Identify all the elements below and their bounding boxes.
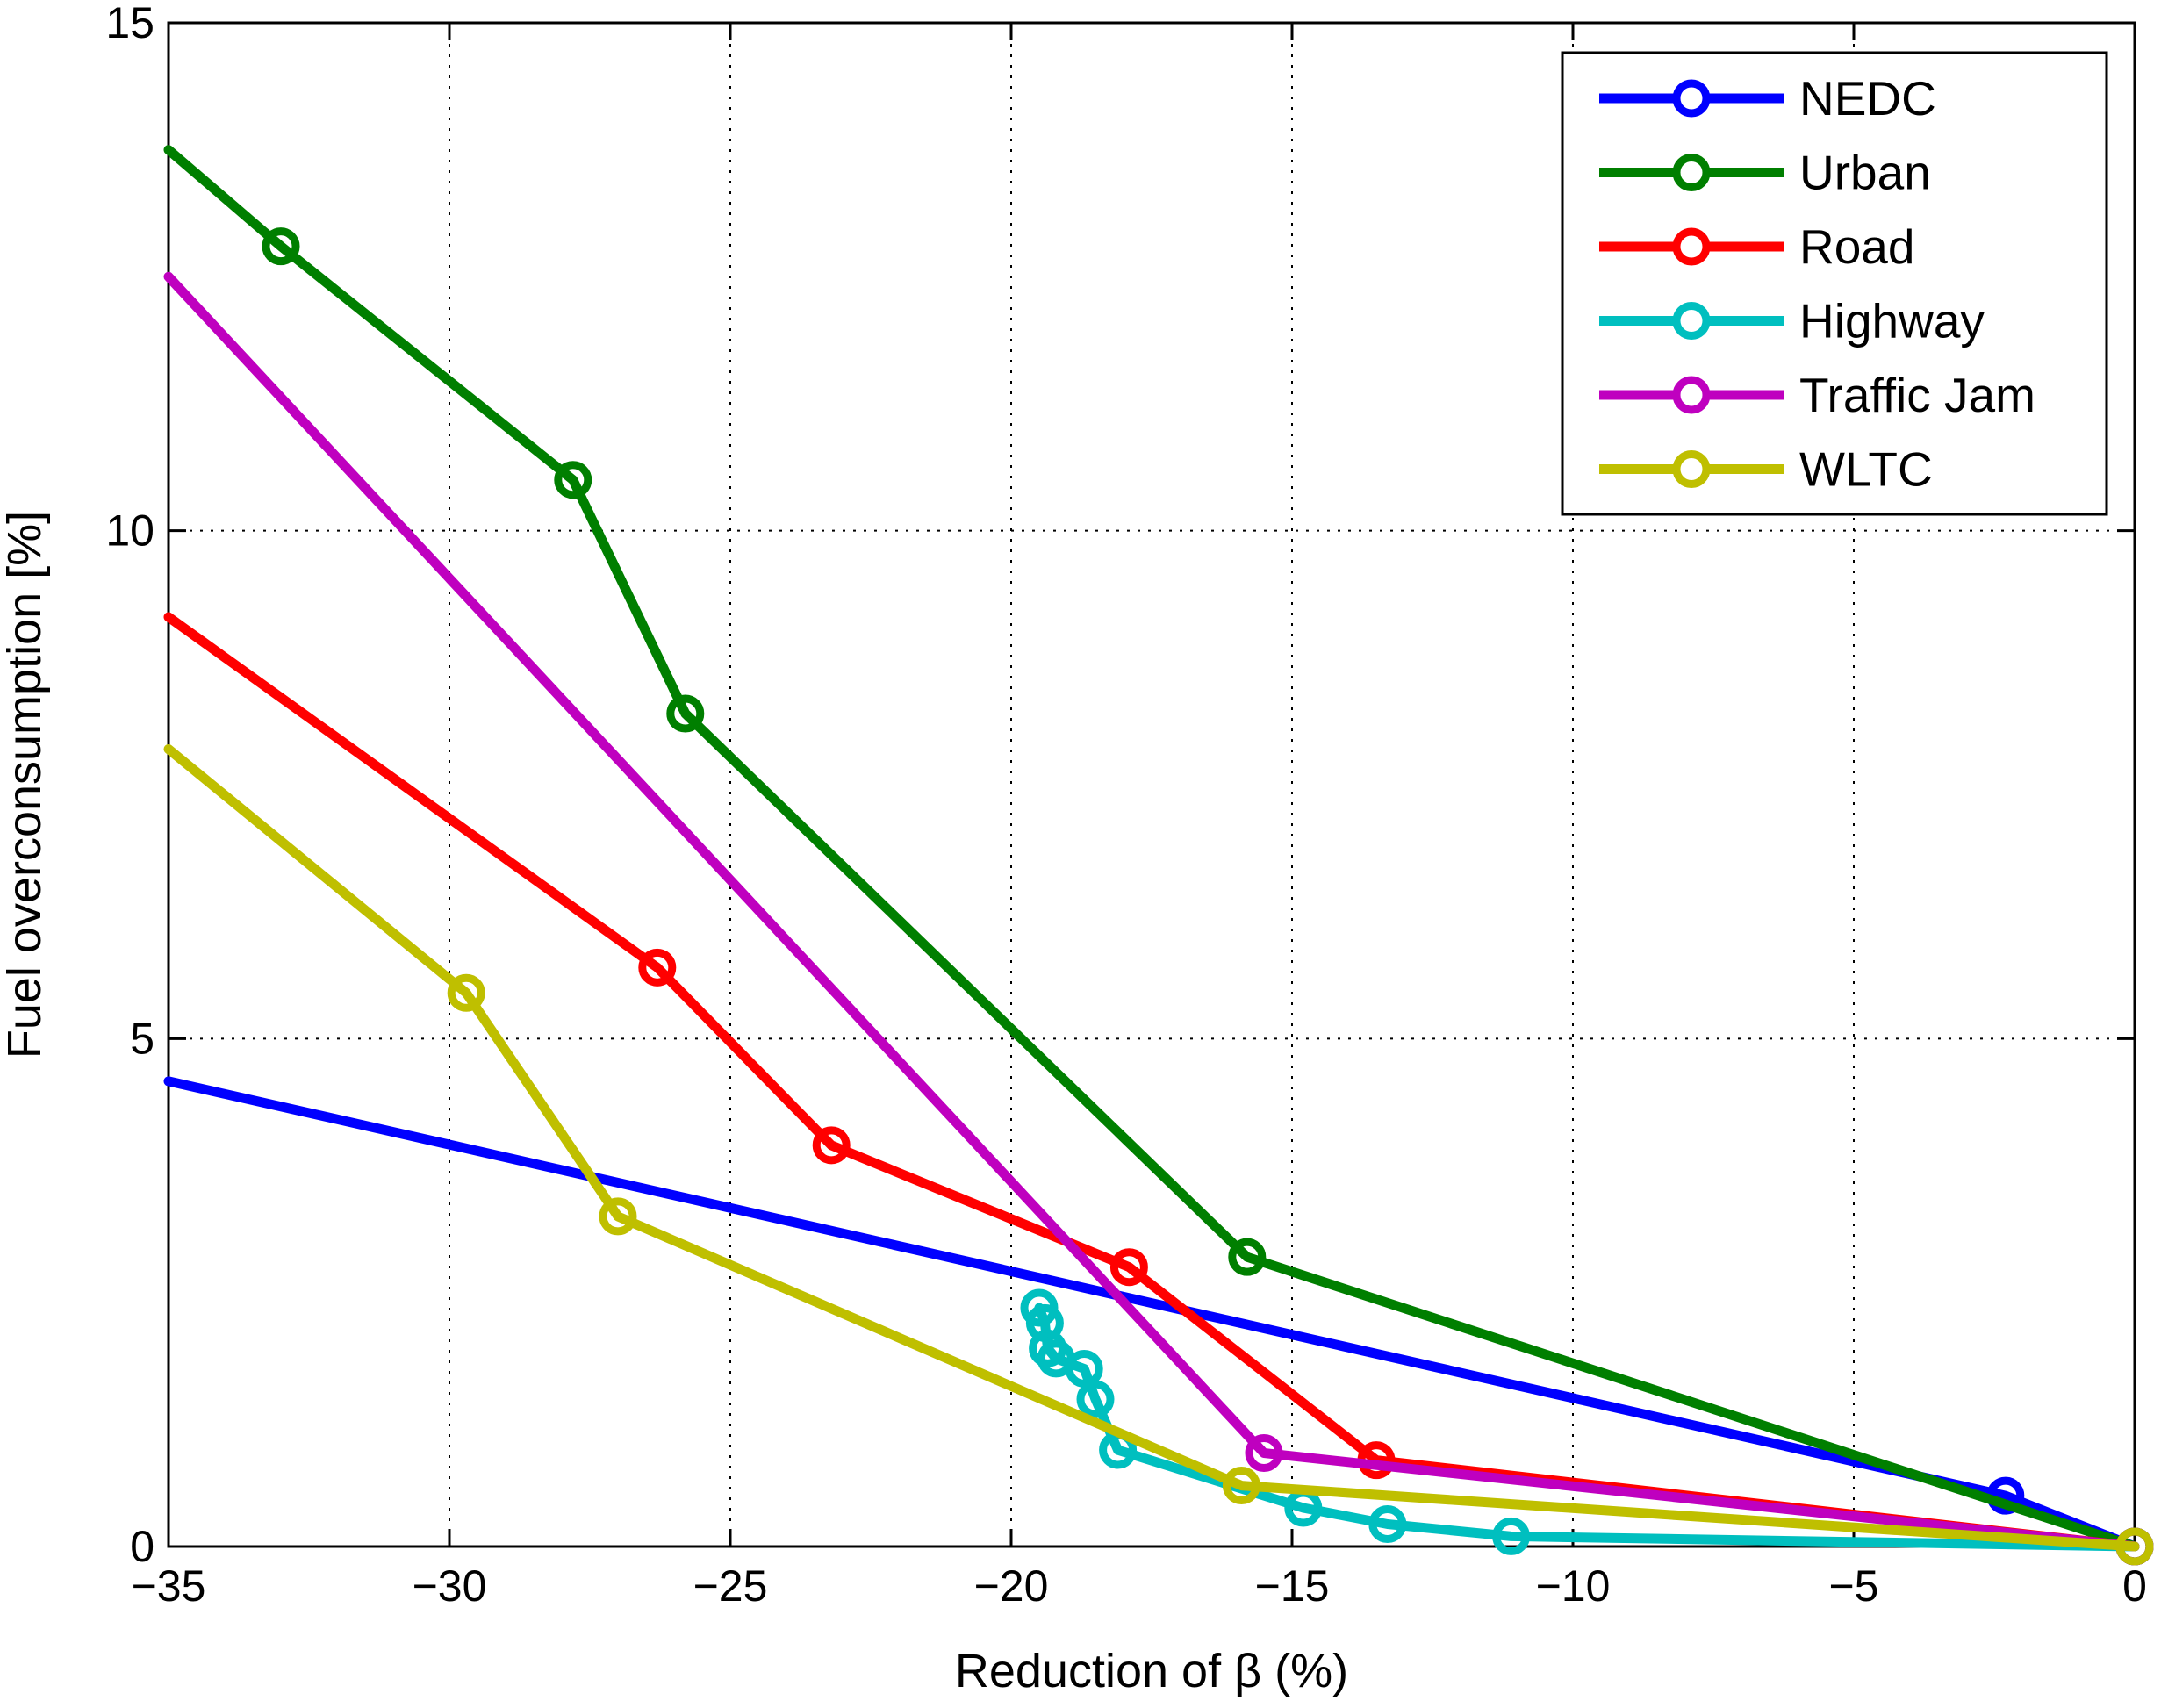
- x-tick-label: −25: [693, 1561, 768, 1611]
- data-point-urban: [554, 461, 592, 499]
- legend-swatch-marker: [1672, 79, 1711, 118]
- legend-item-nedc: NEDC: [1599, 71, 1936, 126]
- data-point-wltc: [447, 973, 485, 1012]
- y-tick-label: 5: [130, 1014, 154, 1063]
- legend-label: Urban: [1799, 146, 1931, 200]
- data-point-urban: [1228, 1238, 1267, 1276]
- y-tick-label: 0: [130, 1522, 154, 1571]
- x-tick-label: −20: [974, 1561, 1049, 1611]
- legend-swatch-marker: [1672, 450, 1711, 488]
- legend-swatch-marker: [1672, 227, 1711, 266]
- legend-swatch-marker: [1672, 376, 1711, 414]
- legend-label: WLTC: [1799, 442, 1933, 497]
- data-point-urban: [262, 227, 300, 266]
- data-point-wltc: [1222, 1467, 1260, 1505]
- data-point-highway: [1368, 1505, 1407, 1544]
- data-point-highway: [1025, 1303, 1064, 1342]
- legend-item-traffic-jam: Traffic Jam: [1599, 368, 2035, 422]
- legend-box: [1561, 51, 2108, 516]
- series-line-wltc: [163, 744, 2140, 1552]
- legend-item-highway: Highway: [1599, 294, 1985, 348]
- data-point-road: [638, 948, 677, 987]
- series-layer: [163, 145, 2154, 1566]
- series-line-traffic-jam: [163, 271, 2140, 1552]
- data-point-road: [1109, 1248, 1148, 1287]
- y-axis-label: Fuel overconsumption [%]: [0, 511, 51, 1059]
- data-point-wltc: [2115, 1527, 2154, 1566]
- legend-swatch-marker: [1672, 302, 1711, 340]
- data-point-urban: [666, 694, 705, 733]
- x-tick-label: −35: [132, 1561, 206, 1611]
- data-point-highway: [1492, 1517, 1531, 1555]
- y-tick-label: 10: [105, 506, 154, 556]
- data-point-road: [812, 1126, 851, 1165]
- legend-item-wltc: WLTC: [1599, 442, 1933, 497]
- x-tick-label: −10: [1536, 1561, 1611, 1611]
- data-point-highway: [1065, 1349, 1103, 1388]
- legend-item-urban: Urban: [1599, 146, 1931, 200]
- series-line-urban: [163, 145, 2140, 1552]
- data-point-highway: [1076, 1380, 1115, 1418]
- legend-label: Road: [1799, 219, 1914, 274]
- data-point-traffic-jam: [1245, 1434, 1283, 1473]
- legend-label: NEDC: [1799, 71, 1936, 126]
- x-tick-label: −5: [1828, 1561, 1878, 1611]
- legend-swatch-marker: [1672, 154, 1711, 191]
- x-tick-label: 0: [2122, 1561, 2147, 1611]
- x-axis-label: Reduction of β (%): [955, 1645, 1348, 1697]
- y-tick-label: 15: [105, 0, 154, 47]
- x-tick-label: −30: [413, 1561, 487, 1611]
- legend: NEDC Urban Road Highway Traffic Jam WLTC: [1561, 51, 2108, 516]
- legend-label: Highway: [1799, 294, 1985, 348]
- plot-frame: [167, 21, 2136, 1548]
- axis-ticks: −35 −30 −25 −20 −15 −10 −5 0 0 5 10 15: [105, 0, 2147, 1611]
- legend-item-road: Road: [1599, 219, 1914, 274]
- legend-label: Traffic Jam: [1799, 368, 2035, 422]
- data-point-wltc: [599, 1197, 637, 1236]
- x-tick-label: −15: [1255, 1561, 1330, 1611]
- series-wltc: [163, 744, 2154, 1566]
